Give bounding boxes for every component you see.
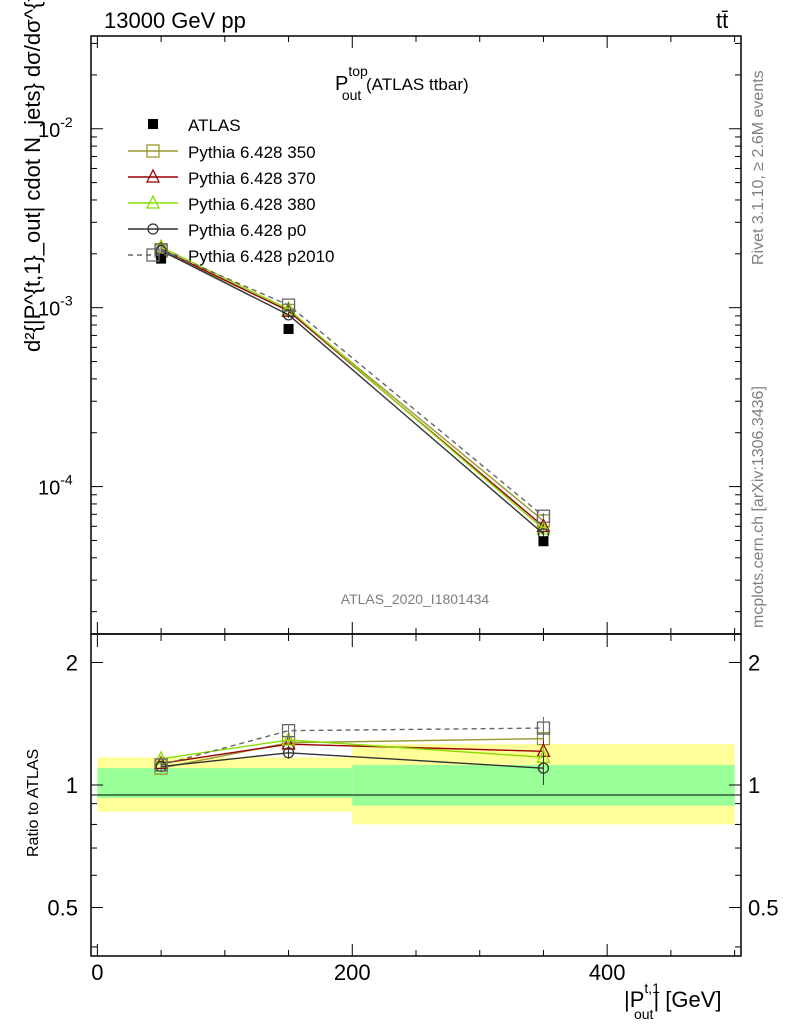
analysis-id: ATLAS_2020_I1801434: [341, 591, 490, 607]
atlas-point: [283, 324, 294, 335]
main-y-axis-label: d²{|P^{t,1}_out| cdot N_jets} dσ/dσ^{fid…: [20, 0, 45, 352]
mcplots-label: mcplots.cern.ch [arXiv:1306.3436]: [750, 386, 767, 628]
ratio-point-p380: [281, 731, 296, 746]
legend-marker-p2010: [146, 248, 160, 262]
ratio-y-tick-label: 1: [66, 773, 78, 798]
collision-energy-label: 13000 GeV pp: [104, 8, 246, 33]
series-line-p380: [160, 246, 544, 530]
ratio-line-p2010: [160, 727, 544, 766]
point-p2010: [281, 298, 296, 312]
atlas-point: [156, 253, 167, 264]
legend-marker-p380: [145, 194, 161, 209]
legend-marker-atlas: [148, 119, 158, 129]
ratio-y-axis-label: Ratio to ATLAS: [25, 749, 42, 857]
ratio-point-p0: [537, 762, 550, 774]
point-p2010: [536, 509, 551, 523]
ratio-series: [154, 716, 551, 785]
series-line-p0: [160, 249, 544, 535]
tick-labels: 0 200 400 10-2 10-3 10-4 2 2 1 1 0.5 0.5 ATLAS Pythia…: [38, 114, 779, 985]
ratio-y-tick-label: 2: [66, 651, 78, 676]
ratio-y-tick-label: 0.5: [47, 895, 78, 920]
legend-label-p380: Pythia 6.428 380: [188, 195, 316, 214]
main-y-tick-label: 10-3: [38, 293, 73, 321]
x-tick-label: 400: [589, 960, 626, 985]
legend-marker-p350: [146, 144, 160, 158]
x-tick-label: 0: [91, 960, 103, 985]
series-line-p2010: [160, 249, 544, 517]
x-axis-label: |Pt,1 out| [GeV]: [624, 980, 722, 1022]
ratio-point-p0: [282, 747, 295, 759]
main-y-tick-label: 10-4: [38, 472, 73, 500]
legend-marker-p370: [145, 168, 161, 183]
ratio-point-p2010: [536, 721, 551, 735]
legend-label-p2010: Pythia 6.428 p2010: [188, 247, 335, 266]
ratio-uncertainty-bands: [97, 744, 735, 825]
process-label: tt̄: [716, 8, 728, 33]
main-series: [154, 238, 551, 547]
ratio-y-tick-label: 1: [748, 773, 760, 798]
ratio-point-p2010: [154, 758, 168, 772]
x-tick-label: 200: [334, 960, 371, 985]
ratio-point-p2010: [281, 724, 296, 738]
band-inner-0: [97, 768, 353, 798]
ratio-y-tick-label: 2: [748, 651, 760, 676]
legend-label-p370: Pythia 6.428 370: [188, 169, 316, 188]
ratio-y-tick-label: 0.5: [748, 895, 779, 920]
legend-label-atlas: ATLAS: [188, 116, 241, 135]
legend-label-p350: Pythia 6.428 350: [188, 143, 316, 162]
point-p0: [282, 309, 295, 321]
axis-ticks: [91, 36, 741, 956]
legend-marker-p0: [147, 223, 159, 235]
legend-label-p0: Pythia 6.428 p0: [188, 221, 306, 240]
atlas-point: [538, 536, 549, 547]
plot-title: Ptop out (ATLAS ttbar): [335, 63, 469, 103]
rivet-version-label: Rivet 3.1.10, ≥ 2.6M events: [750, 70, 767, 265]
main-y-tick-label: 10-2: [38, 114, 73, 142]
legend: [128, 119, 178, 262]
